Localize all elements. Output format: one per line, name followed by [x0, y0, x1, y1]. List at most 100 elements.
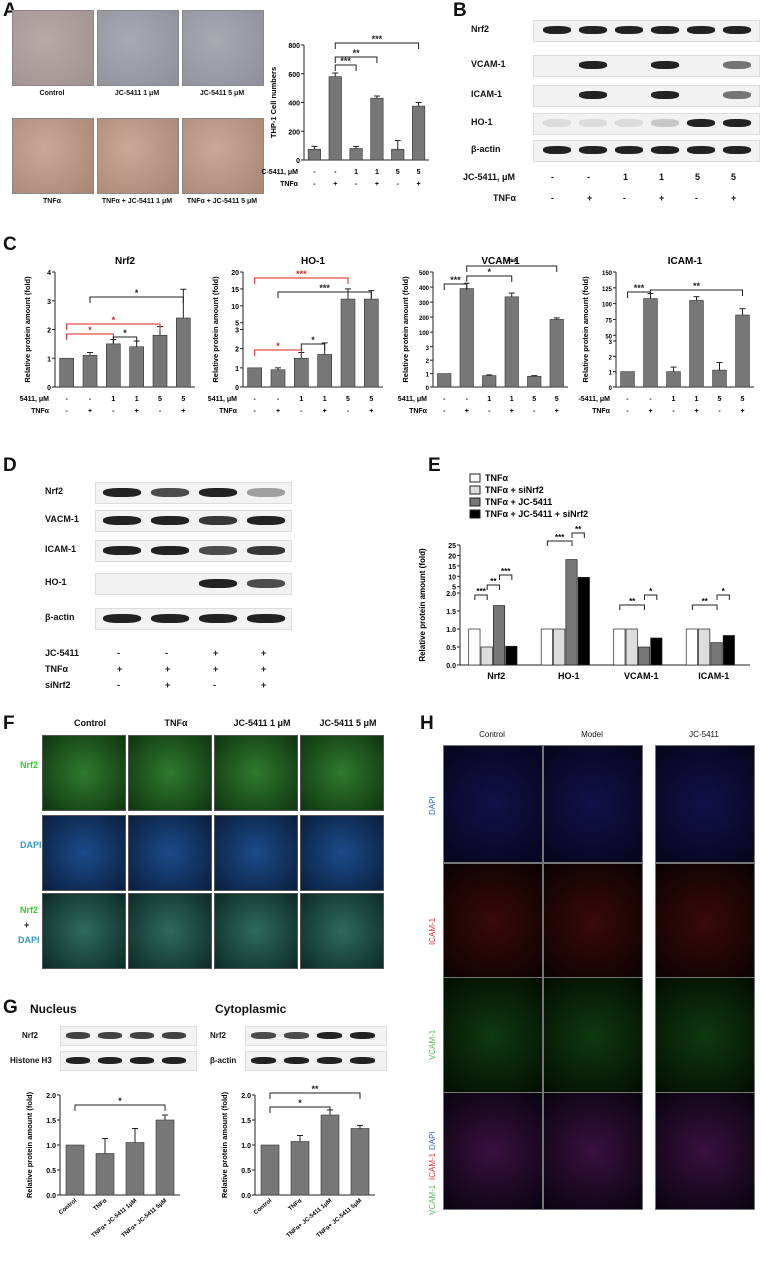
blot-row-label: VACM-1: [45, 514, 79, 524]
blot-strip: [533, 20, 760, 42]
y-tick-label: 20: [231, 270, 239, 277]
bar: [459, 288, 474, 388]
tnf-value: -: [253, 408, 256, 415]
significance-label: ***: [501, 567, 511, 576]
bar: [176, 317, 191, 388]
bar: [260, 1144, 280, 1196]
bar: [480, 646, 493, 666]
bar: [712, 369, 727, 388]
legend-label: TNFα + JC-5411 + siNrf2: [485, 509, 588, 519]
bar: [504, 296, 519, 388]
jc-value: -: [466, 396, 469, 403]
ihc-image: [443, 1092, 543, 1210]
bar: [689, 300, 704, 388]
fluorescence-image: [128, 815, 212, 891]
tnf-value: +: [465, 408, 469, 415]
row-value: +: [165, 680, 171, 690]
significance-label: *: [135, 288, 139, 298]
tnf-value: -: [623, 193, 626, 203]
y-axis-label: Relative protein amount (fold): [581, 276, 590, 383]
ihc-image: [543, 863, 643, 981]
bar: [527, 375, 542, 388]
tnf-value: +: [369, 408, 373, 415]
y-tick-label: 2: [426, 359, 430, 365]
jc-value: -: [443, 396, 446, 403]
row-value: -: [165, 648, 168, 658]
blot-band: [543, 146, 571, 154]
significance-label: ***: [555, 533, 565, 542]
ihc-image: [543, 1092, 643, 1210]
jc-value: 5: [731, 172, 737, 182]
blot-strip: [95, 608, 292, 630]
significance-bracket: [269, 1092, 361, 1099]
tnf-value: +: [276, 408, 280, 415]
micrograph: [182, 118, 264, 194]
jc-value: 5: [718, 396, 722, 403]
significance-label: **: [490, 577, 497, 586]
panel-label-e: E: [428, 455, 441, 476]
bar: [349, 148, 363, 161]
blot-band: [98, 1057, 122, 1064]
significance-label: ***: [450, 275, 461, 285]
significance-bracket: [474, 594, 488, 600]
y-tick-label: 2: [47, 328, 51, 335]
jc-value: -: [277, 396, 280, 403]
y-tick-label: 0: [47, 385, 51, 392]
blot-row-label: β-actin: [210, 1056, 237, 1065]
row-value: -: [117, 648, 120, 658]
row-value: +: [261, 648, 267, 658]
jc-value: 5: [741, 396, 745, 403]
jc-value: -: [626, 396, 629, 403]
ihc-image: [655, 863, 755, 981]
blot-band: [151, 516, 189, 525]
chart-g-cytoplasmic: 0.0 0.5 1.0 1.5 2.0 Relative protein amount (…: [220, 1084, 375, 1239]
ihc-image: [443, 863, 543, 981]
column-label: JC-5411: [689, 730, 719, 739]
bar: [577, 576, 590, 666]
significance-bracket: [254, 277, 349, 284]
y-tick-label: 3: [609, 340, 613, 346]
row-value: +: [213, 664, 219, 674]
significance-bracket: [300, 343, 326, 350]
jc-value: 5: [369, 396, 373, 403]
blot-strip: [245, 1051, 387, 1071]
jc-value: 5: [695, 172, 701, 182]
blot-strip: [95, 540, 292, 562]
ihc-image: [543, 745, 643, 863]
row-label-tnf: TNFα: [409, 408, 428, 415]
blot-strip: [533, 140, 760, 162]
jc-value: 1: [354, 169, 358, 176]
significance-bracket: [716, 594, 730, 600]
significance-bracket: [269, 1106, 331, 1113]
significance-label: *: [118, 1096, 122, 1106]
micrograph-caption: JC-5411 5 μM: [199, 90, 245, 97]
blot-band: [98, 1032, 122, 1039]
significance-label: **: [629, 597, 636, 606]
chart-title: ICAM-1: [668, 256, 703, 267]
y-tick-label: 15: [231, 287, 239, 294]
blot-band: [66, 1032, 90, 1039]
y-axis-label: Relative protein amount (fold): [211, 276, 220, 383]
y-tick-label: 75: [605, 318, 612, 324]
blot-band: [247, 579, 285, 588]
significance-bracket: [546, 540, 573, 546]
jc-value: -: [65, 396, 68, 403]
tnf-value: +: [88, 408, 92, 415]
legend-label: TNFα + siNrf2: [485, 485, 544, 495]
jc-value: 5: [158, 396, 162, 403]
micrograph: [12, 10, 94, 86]
blot-band: [284, 1057, 309, 1064]
y-tick-label: 125: [602, 287, 613, 293]
significance-label: *: [112, 315, 116, 325]
tnf-value: -: [112, 408, 115, 415]
y-axis-label: THP-1 Cell numbers: [269, 67, 278, 138]
y-tick-label: 2: [609, 355, 613, 361]
tnf-value: -: [347, 408, 350, 415]
micrograph: [12, 118, 94, 194]
y-tick-label: 0.0: [241, 1193, 251, 1200]
bar: [698, 628, 711, 666]
category-label: TNFα: [288, 1198, 304, 1213]
row-label-tnf: TNFα: [280, 181, 299, 188]
significance-bracket: [254, 349, 302, 356]
significance-label: **: [693, 281, 701, 291]
